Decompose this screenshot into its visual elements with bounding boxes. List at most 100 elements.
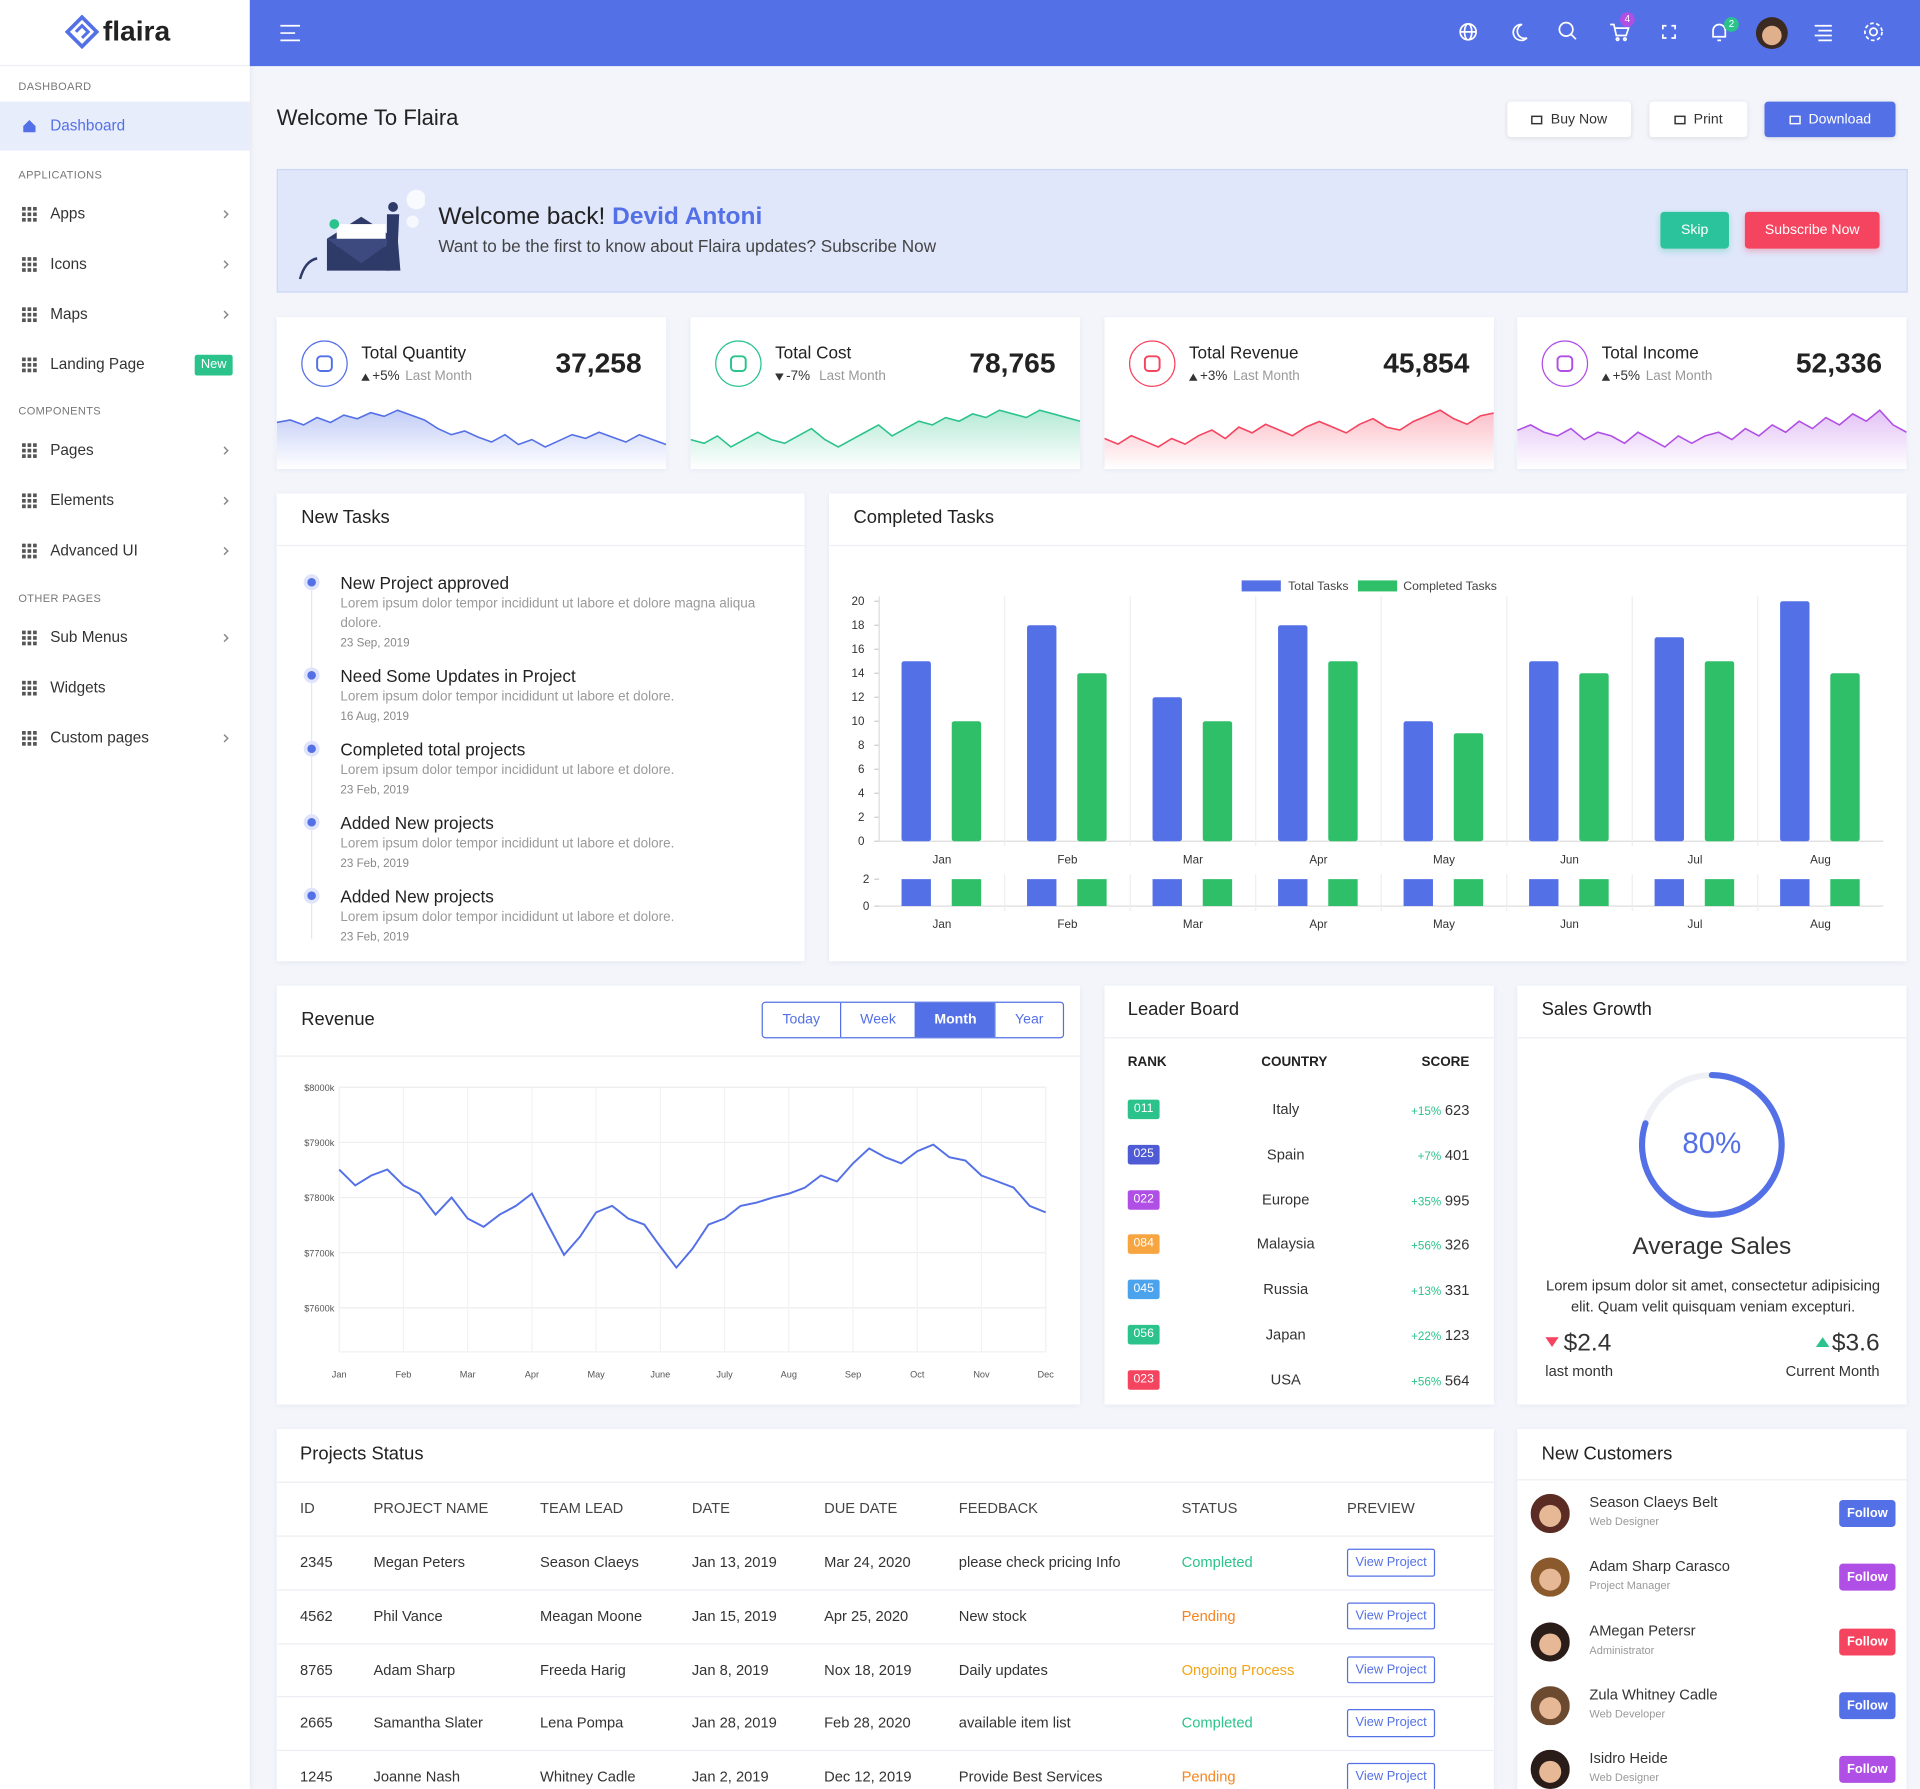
icon-dot: [22, 368, 26, 373]
bar: [1453, 733, 1484, 842]
sparkline-area: [690, 410, 1081, 469]
tab[interactable]: Month: [915, 1002, 995, 1038]
x-tick-label: Apr: [1309, 853, 1327, 866]
menu-icon: [22, 206, 37, 222]
follow-button[interactable]: Follow: [1839, 1756, 1896, 1784]
fullscreen-icon[interactable]: [1662, 24, 1676, 39]
banner-text: Want to be the first to know about Flair…: [438, 235, 937, 256]
icon-dot: [22, 742, 26, 746]
card-title: Sales Growth: [1541, 999, 1652, 1021]
menu-item[interactable]: Advanced UI: [0, 527, 250, 576]
chevron: [223, 260, 229, 269]
menu-item[interactable]: Landing Page New: [0, 340, 250, 389]
menu-label: Landing Page: [50, 355, 145, 373]
action-button[interactable]: Buy Now: [1507, 101, 1632, 138]
row-divider: [276, 1696, 1494, 1698]
x-tick-label: Aug: [781, 1370, 797, 1380]
icon-dot: [33, 493, 37, 498]
leaderboard-card: Leader Board RANK COUNTRY SCORE 011 Italy +15%…: [1104, 985, 1494, 1405]
score-cell: +15% 623: [1411, 1098, 1469, 1121]
menu-item[interactable]: Icons: [0, 240, 250, 289]
x-tick-label: Feb: [1057, 853, 1077, 866]
icon-dot: [27, 268, 32, 272]
nav-bar: [1579, 879, 1609, 907]
sparkline: [690, 409, 1081, 469]
divider: [1517, 1037, 1907, 1039]
menu-item[interactable]: Custom pages: [0, 714, 250, 763]
action-button[interactable]: Print: [1649, 101, 1748, 138]
sales-growth-card: Sales Growth 80% Average Sales Lorem ipsum …: [1517, 985, 1907, 1405]
banner-button[interactable]: Subscribe Now: [1744, 211, 1880, 249]
menu-item[interactable]: Maps: [0, 290, 250, 339]
banner-button[interactable]: Skip: [1660, 211, 1729, 249]
timeline-dot: [307, 577, 316, 587]
follow-button[interactable]: Follow: [1839, 1500, 1896, 1527]
icon-dot: [33, 454, 37, 458]
nav-x-label: Jul: [1688, 918, 1703, 931]
sparkline: [1517, 409, 1907, 469]
menu-item[interactable]: Pages: [0, 426, 250, 475]
table-cell: 8765: [300, 1660, 333, 1679]
sparkline-line: [1104, 409, 1494, 448]
action-button[interactable]: Download: [1764, 101, 1896, 138]
view-project-button[interactable]: View Project: [1346, 1709, 1436, 1738]
icon-dot: [33, 543, 37, 548]
arrow-shape: [775, 373, 784, 381]
tab[interactable]: Year: [994, 1002, 1062, 1038]
row-divider: [276, 1642, 1494, 1644]
stat-period: Last Month: [405, 369, 472, 384]
table-cell: Phil Vance: [373, 1607, 443, 1625]
sparkline-line: [1517, 409, 1907, 448]
language-icon[interactable]: [1459, 23, 1477, 41]
view-project-button[interactable]: View Project: [1346, 1655, 1436, 1684]
settings-icon[interactable]: [1864, 22, 1883, 42]
tab[interactable]: Week: [839, 1002, 916, 1038]
list-icon[interactable]: [1814, 24, 1832, 42]
menu-item[interactable]: Widgets: [0, 664, 250, 713]
customer-name: Season Claeys Belt: [1589, 1493, 1718, 1511]
search-icon[interactable]: [1558, 21, 1577, 40]
chevron-shape: [223, 260, 229, 269]
icon-dot: [27, 363, 32, 367]
menu-item[interactable]: Sub Menus: [0, 613, 250, 662]
icon-dot: [33, 686, 37, 691]
bar-chart: 0 2 4 6 8 10 12 14 16 18 20 0 2 Jan Jan Feb Feb Mar Mar Apr…: [852, 579, 1884, 931]
icon-dot: [27, 312, 32, 317]
stat-change: -7%: [786, 369, 811, 384]
icon-dot: [33, 312, 37, 317]
cart-icon[interactable]: [1610, 23, 1630, 42]
nav-bar: [1704, 879, 1735, 907]
nav-bar: [1780, 879, 1810, 907]
menu-item[interactable]: Dashboard: [0, 101, 250, 151]
bar: [901, 661, 931, 842]
task-item: New Project approved Lorem ipsum dolor te…: [307, 572, 769, 654]
view-project-button[interactable]: View Project: [1346, 1763, 1436, 1789]
nav-bar: [1654, 879, 1684, 907]
view-project-button[interactable]: View Project: [1346, 1602, 1436, 1630]
follow-button[interactable]: Follow: [1839, 1564, 1896, 1591]
gauge-text: Lorem ipsum dolor sit amet, consectetur …: [1546, 1277, 1881, 1316]
table-cell: Dec 12, 2019: [824, 1768, 912, 1786]
follow-button[interactable]: Follow: [1839, 1628, 1896, 1656]
view-project-button[interactable]: View Project: [1346, 1548, 1436, 1577]
theme-icon[interactable]: [1512, 23, 1528, 42]
menu-item[interactable]: Apps: [0, 190, 250, 239]
stat-card: Total Cost -7% Last Month 78,765: [690, 317, 1081, 469]
menu-toggle[interactable]: [280, 24, 301, 42]
y-tick-label: 6: [858, 763, 864, 776]
icon-dot: [22, 736, 26, 741]
menu-item[interactable]: Elements: [0, 476, 250, 525]
x-tick-label: Jan: [332, 1370, 347, 1380]
icon-dot: [33, 217, 37, 222]
user-avatar[interactable]: [1755, 17, 1788, 49]
tab[interactable]: Today: [782, 1012, 821, 1028]
icon-dot: [33, 742, 37, 746]
score-cell: +7% 401: [1418, 1143, 1470, 1166]
stat-title: Total Quantity: [361, 342, 467, 362]
menu-label: Advanced UI: [50, 541, 138, 559]
follow-button[interactable]: Follow: [1839, 1692, 1896, 1720]
table-cell: Completed: [1181, 1553, 1253, 1571]
icon-dot: [27, 454, 32, 458]
score: 326: [1444, 1236, 1470, 1254]
bell-icon[interactable]: [1712, 23, 1727, 42]
